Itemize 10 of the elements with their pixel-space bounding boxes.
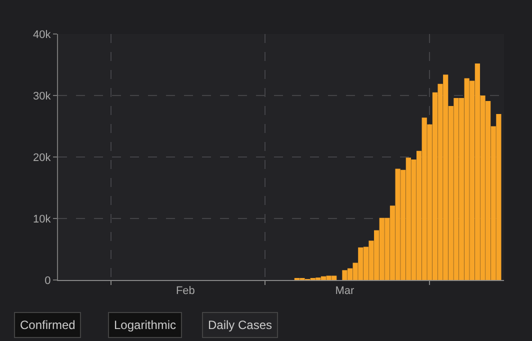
text: Confirmed [20,318,76,332]
text: Logarithmic [114,318,176,332]
y-tick-label: 0 [44,274,51,287]
y-tick-label: 40k [33,28,52,41]
x-tick-label: Mar [335,285,355,298]
x-tick-label: Feb [176,285,195,298]
y-tick-label: 10k [33,213,52,226]
y-tick-label: 20k [33,152,52,164]
text: Daily Cases [208,318,272,332]
y-tick-label: 30k [33,90,52,102]
